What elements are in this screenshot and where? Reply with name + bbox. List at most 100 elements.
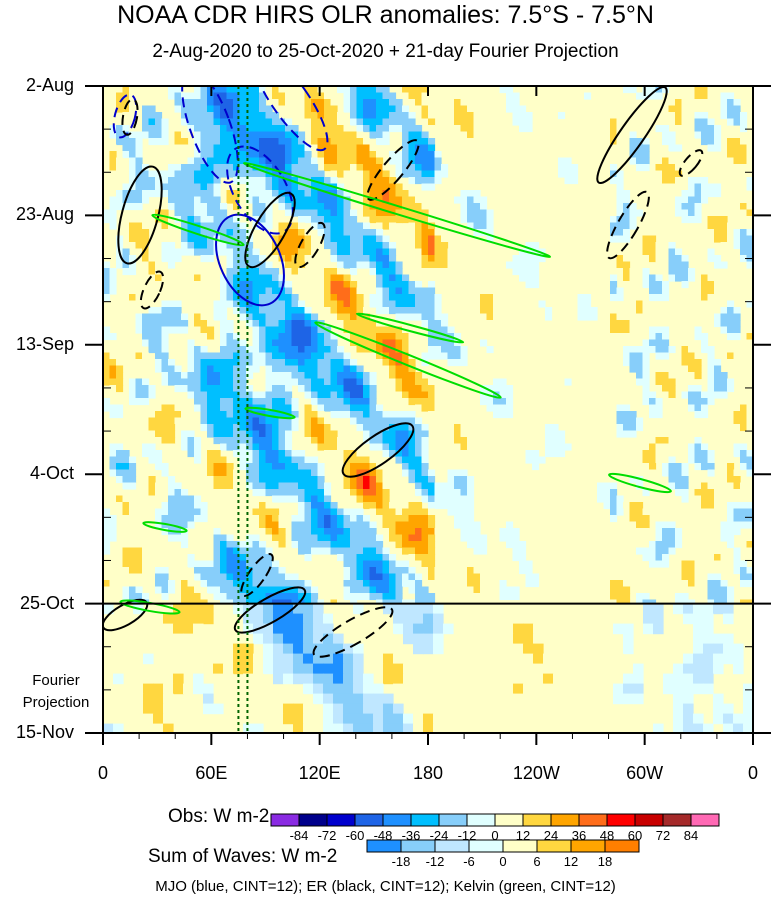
projection-wave-cell bbox=[403, 633, 414, 645]
obs-anomaly-cell bbox=[155, 307, 163, 315]
obs-anomaly-cell bbox=[519, 105, 527, 113]
obs-anomaly-cell bbox=[629, 138, 637, 146]
obs-anomaly-cell bbox=[207, 580, 215, 588]
obs-anomaly-cell bbox=[389, 417, 397, 425]
obs-anomaly-cell bbox=[259, 417, 267, 425]
projection-wave-cell bbox=[273, 643, 284, 655]
obs-anomaly-cell bbox=[272, 534, 280, 542]
obs-anomaly-cell bbox=[161, 586, 169, 594]
obs-anomaly-cell bbox=[252, 320, 260, 328]
obs-anomaly-cell bbox=[428, 554, 436, 562]
obs-anomaly-cell bbox=[161, 209, 169, 217]
projection-wave-cell bbox=[253, 673, 264, 685]
obs-anomaly-cell bbox=[434, 411, 442, 419]
projection-wave-cell bbox=[313, 603, 324, 615]
obs-anomaly-cell bbox=[701, 157, 709, 165]
obs-anomaly-cell bbox=[376, 495, 384, 503]
obs-anomaly-cell bbox=[324, 287, 332, 295]
obs-anomaly-cell bbox=[265, 450, 273, 458]
obs-anomaly-cell bbox=[740, 443, 748, 451]
obs-anomaly-cell bbox=[298, 476, 306, 484]
obs-anomaly-cell bbox=[220, 404, 228, 412]
obs-anomaly-cell bbox=[330, 521, 338, 529]
obs-anomaly-cell bbox=[285, 593, 293, 601]
obs-anomaly-cell bbox=[727, 99, 735, 107]
obs-anomaly-cell bbox=[421, 521, 429, 529]
obs-anomaly-cell bbox=[740, 248, 748, 256]
obs-anomaly-cell bbox=[694, 443, 702, 451]
projection-wave-cell bbox=[183, 683, 194, 695]
projection-wave-cell bbox=[133, 673, 144, 685]
obs-anomaly-cell bbox=[350, 567, 358, 575]
obs-anomaly-cell bbox=[356, 112, 364, 120]
obs-anomaly-cell bbox=[499, 378, 507, 386]
obs-anomaly-cell bbox=[207, 385, 215, 393]
obs-anomaly-cell bbox=[298, 138, 306, 146]
obs-anomaly-cell bbox=[421, 300, 429, 308]
obs-anomaly-cell bbox=[252, 456, 260, 464]
obs-anomaly-cell bbox=[694, 573, 702, 581]
obs-anomaly-cell bbox=[616, 105, 624, 113]
obs-anomaly-cell bbox=[415, 430, 423, 438]
obs-anomaly-cell bbox=[155, 339, 163, 347]
obs-anomaly-cell bbox=[246, 229, 254, 237]
obs-anomaly-cell bbox=[226, 287, 234, 295]
obs-anomaly-cell bbox=[642, 164, 650, 172]
obs-anomaly-cell bbox=[220, 495, 228, 503]
obs-anomaly-cell bbox=[532, 261, 540, 269]
obs-anomaly-cell bbox=[395, 313, 403, 321]
obs-anomaly-cell bbox=[350, 359, 358, 367]
obs-anomaly-cell bbox=[727, 320, 735, 328]
obs-anomaly-cell bbox=[506, 593, 514, 601]
obs-anomaly-cell bbox=[707, 125, 715, 133]
obs-anomaly-cell bbox=[714, 547, 722, 555]
obs-anomaly-cell bbox=[558, 112, 566, 120]
obs-anomaly-cell bbox=[376, 593, 384, 601]
obs-anomaly-cell bbox=[187, 495, 195, 503]
obs-anomaly-cell bbox=[285, 151, 293, 159]
obs-anomaly-cell bbox=[402, 216, 410, 224]
obs-anomaly-cell bbox=[187, 593, 195, 601]
obs-anomaly-cell bbox=[350, 528, 358, 536]
obs-anomaly-cell bbox=[493, 313, 501, 321]
obs-anomaly-cell bbox=[252, 170, 260, 178]
obs-anomaly-cell bbox=[161, 398, 169, 406]
obs-anomaly-cell bbox=[512, 183, 520, 191]
obs-anomaly-cell bbox=[616, 294, 624, 302]
obs-anomaly-cell bbox=[285, 365, 293, 373]
obs-anomaly-cell bbox=[610, 313, 618, 321]
obs-anomaly-cell bbox=[187, 515, 195, 523]
obs-anomaly-cell bbox=[434, 157, 442, 165]
obs-anomaly-cell bbox=[181, 242, 189, 250]
obs-anomaly-cell bbox=[415, 268, 423, 276]
obs-anomaly-cell bbox=[421, 508, 429, 516]
obs-anomaly-cell bbox=[330, 170, 338, 178]
obs-anomaly-cell bbox=[109, 586, 117, 594]
obs-anomaly-cell bbox=[122, 86, 130, 94]
obs-anomaly-cell bbox=[272, 365, 280, 373]
obs-anomaly-cell bbox=[389, 502, 397, 510]
obs-anomaly-cell bbox=[376, 586, 384, 594]
obs-anomaly-cell bbox=[291, 105, 299, 113]
obs-anomaly-cell bbox=[330, 593, 338, 601]
obs-anomaly-cell bbox=[311, 398, 319, 406]
obs-anomaly-cell bbox=[681, 268, 689, 276]
obs-anomaly-cell bbox=[252, 261, 260, 269]
obs-anomaly-cell bbox=[369, 118, 377, 126]
obs-anomaly-cell bbox=[194, 99, 202, 107]
obs-anomaly-cell bbox=[428, 398, 436, 406]
obs-anomaly-cell bbox=[382, 469, 390, 477]
obs-anomaly-cell bbox=[213, 567, 221, 575]
projection-wave-cell bbox=[323, 683, 334, 695]
obs-anomaly-cell bbox=[467, 430, 475, 438]
obs-anomaly-cell bbox=[642, 489, 650, 497]
obs-anomaly-cell bbox=[454, 521, 462, 529]
obs-anomaly-cell bbox=[389, 411, 397, 419]
obs-anomaly-cell bbox=[142, 365, 150, 373]
obs-anomaly-cell bbox=[415, 502, 423, 510]
obs-anomaly-cell bbox=[337, 482, 345, 490]
obs-anomaly-cell bbox=[200, 92, 208, 100]
projection-wave-cell bbox=[703, 673, 714, 685]
obs-anomaly-cell bbox=[694, 157, 702, 165]
obs-anomaly-cell bbox=[499, 437, 507, 445]
